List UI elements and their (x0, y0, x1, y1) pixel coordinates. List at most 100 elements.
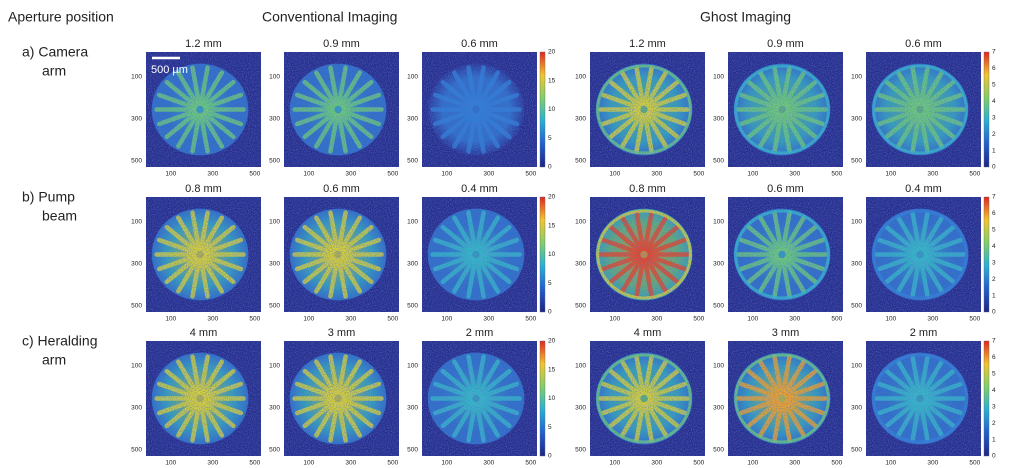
colorbar-tick-label: 4 (992, 98, 996, 105)
x-tick-label: 300 (789, 316, 800, 323)
y-tick-label: 300 (713, 261, 724, 268)
x-tick-label: 300 (651, 460, 662, 467)
y-tick-label: 500 (131, 447, 142, 454)
panel-title: 2 mm (466, 327, 494, 339)
colorbar-tick-label: 7 (992, 338, 996, 345)
colorbar-tick-label: 0 (548, 453, 552, 460)
panel-title: 3 mm (772, 327, 800, 339)
x-tick-label: 300 (345, 460, 356, 467)
y-tick-label: 300 (269, 405, 280, 412)
colorbar-tick-label: 4 (992, 243, 996, 250)
noise (590, 341, 705, 456)
y-tick-label: 500 (713, 158, 724, 165)
x-tick-label: 100 (441, 316, 452, 323)
y-tick-label: 100 (407, 363, 418, 370)
x-tick-label: 100 (165, 460, 176, 467)
noise (590, 197, 705, 312)
panel-title: 0.4 mm (905, 183, 942, 195)
colorbar-tick-label: 10 (548, 395, 556, 402)
y-tick-label: 500 (407, 158, 418, 165)
colorbar-tick-label: 6 (992, 354, 996, 361)
y-tick-label: 100 (851, 74, 862, 81)
x-tick-label: 300 (207, 171, 218, 178)
x-tick-label: 100 (303, 171, 314, 178)
panel-title: 4 mm (634, 327, 662, 339)
y-tick-label: 300 (851, 405, 862, 412)
x-tick-label: 500 (249, 171, 260, 178)
y-tick-label: 300 (851, 116, 862, 123)
y-tick-label: 500 (713, 303, 724, 310)
colorbar-tick-label: 7 (992, 194, 996, 201)
image-panel: 100100300300500500 (575, 52, 705, 178)
noise (590, 52, 705, 167)
panel-title: 0.4 mm (461, 183, 498, 195)
panel-title: 2 mm (910, 327, 938, 339)
x-tick-label: 500 (249, 460, 260, 467)
image-panel: 100100300300500500 (713, 197, 843, 323)
y-tick-label: 500 (131, 303, 142, 310)
y-tick-label: 300 (407, 405, 418, 412)
colorbar-tick-label: 15 (548, 222, 556, 229)
header-ghost: Ghost Imaging (700, 9, 791, 25)
colorbar-tick-label: 1 (992, 147, 996, 154)
panel-title: 4 mm (190, 327, 218, 339)
x-tick-label: 300 (345, 171, 356, 178)
y-tick-label: 500 (575, 447, 586, 454)
y-tick-label: 300 (407, 116, 418, 123)
colorbar (984, 197, 989, 312)
figure: Aperture position Conventional Imaging G… (0, 0, 1012, 468)
colorbar-tick-label: 20 (548, 194, 556, 201)
y-tick-label: 100 (269, 363, 280, 370)
x-tick-label: 300 (927, 460, 938, 467)
colorbar-tick-label: 2 (992, 420, 996, 427)
y-tick-label: 100 (575, 363, 586, 370)
y-tick-label: 100 (575, 219, 586, 226)
panel-title: 1.2 mm (629, 38, 666, 50)
y-tick-label: 500 (851, 158, 862, 165)
noise (728, 197, 843, 312)
x-tick-label: 500 (525, 171, 536, 178)
row-label: beam (42, 208, 77, 224)
x-tick-label: 500 (693, 171, 704, 178)
x-tick-label: 300 (483, 460, 494, 467)
x-tick-label: 500 (525, 460, 536, 467)
x-tick-label: 300 (927, 171, 938, 178)
x-tick-label: 300 (789, 460, 800, 467)
image-panel: 100100300300500500 (131, 341, 261, 467)
noise (866, 197, 981, 312)
y-tick-label: 300 (131, 116, 142, 123)
panel-title: 0.9 mm (767, 38, 804, 50)
y-tick-label: 100 (713, 74, 724, 81)
colorbar-tick-label: 2 (992, 131, 996, 138)
colorbar-tick-label: 5 (992, 227, 996, 234)
x-tick-label: 100 (885, 171, 896, 178)
x-tick-label: 500 (831, 316, 842, 323)
colorbar-tick-label: 5 (548, 135, 552, 142)
colorbar-tick-label: 10 (548, 106, 556, 113)
panel-title: 0.6 mm (323, 183, 360, 195)
scale-bar-label: 500 µm (151, 64, 188, 76)
y-tick-label: 500 (575, 158, 586, 165)
colorbar-tick-label: 6 (992, 210, 996, 217)
x-tick-label: 100 (609, 460, 620, 467)
noise (146, 341, 261, 456)
x-tick-label: 100 (441, 171, 452, 178)
colorbar-tick-label: 10 (548, 251, 556, 258)
y-tick-label: 100 (407, 219, 418, 226)
y-tick-label: 500 (575, 303, 586, 310)
colorbar-tick-label: 7 (992, 49, 996, 56)
x-tick-label: 100 (747, 460, 758, 467)
panel-title: 0.8 mm (185, 183, 222, 195)
x-tick-label: 300 (789, 171, 800, 178)
x-tick-label: 300 (483, 316, 494, 323)
noise (422, 341, 537, 456)
x-tick-label: 100 (747, 171, 758, 178)
colorbar-tick-label: 0 (548, 164, 552, 171)
image-panel: 100100300300500500 (269, 341, 399, 467)
x-tick-label: 100 (609, 171, 620, 178)
